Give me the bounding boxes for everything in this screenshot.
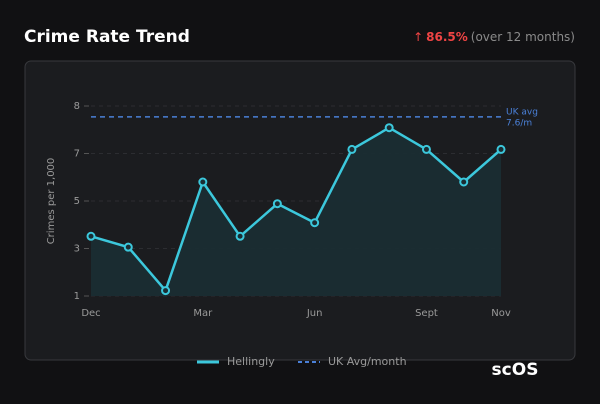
point (272, 199, 282, 209)
point (161, 286, 171, 296)
x-tick-label: Dec (81, 308, 100, 319)
point (459, 177, 469, 187)
point (496, 144, 506, 154)
x-tick-label: Jun (306, 308, 323, 319)
point (235, 231, 245, 241)
y-tick-label: 3 (74, 244, 80, 255)
line (90, 126, 502, 292)
point (310, 218, 320, 228)
point (384, 123, 394, 133)
legend-label: UK Avg/month (328, 355, 407, 368)
x-tick-label: Mar (193, 308, 213, 319)
point (86, 231, 96, 241)
change: 86.5% (426, 30, 468, 44)
chart-title: Crime Rate Trend (24, 27, 190, 47)
logo: scOS (492, 360, 539, 380)
period: (over 12 months) (471, 30, 575, 44)
point (198, 177, 208, 187)
x-tick-label: Nov (491, 308, 511, 319)
arrow: ↑ (413, 30, 423, 44)
legend-label: Hellingly (227, 355, 275, 368)
point (421, 144, 431, 154)
point (123, 242, 133, 252)
y-tick-label: 5 (74, 196, 80, 207)
y-axis-label: Crimes per 1,000 (46, 158, 57, 245)
y-tick-label: 7 (74, 149, 80, 160)
reference-label: UK avg (506, 107, 538, 117)
y-tick-label: 8 (74, 101, 80, 112)
reference-value: 7.6/m (506, 118, 532, 128)
change-summary: ↑ 86.5% (over 12 months) (413, 30, 575, 44)
area (91, 127, 501, 296)
x-tick-label: Sept (415, 308, 438, 319)
point (347, 144, 357, 154)
y-tick-label: 1 (74, 291, 80, 302)
